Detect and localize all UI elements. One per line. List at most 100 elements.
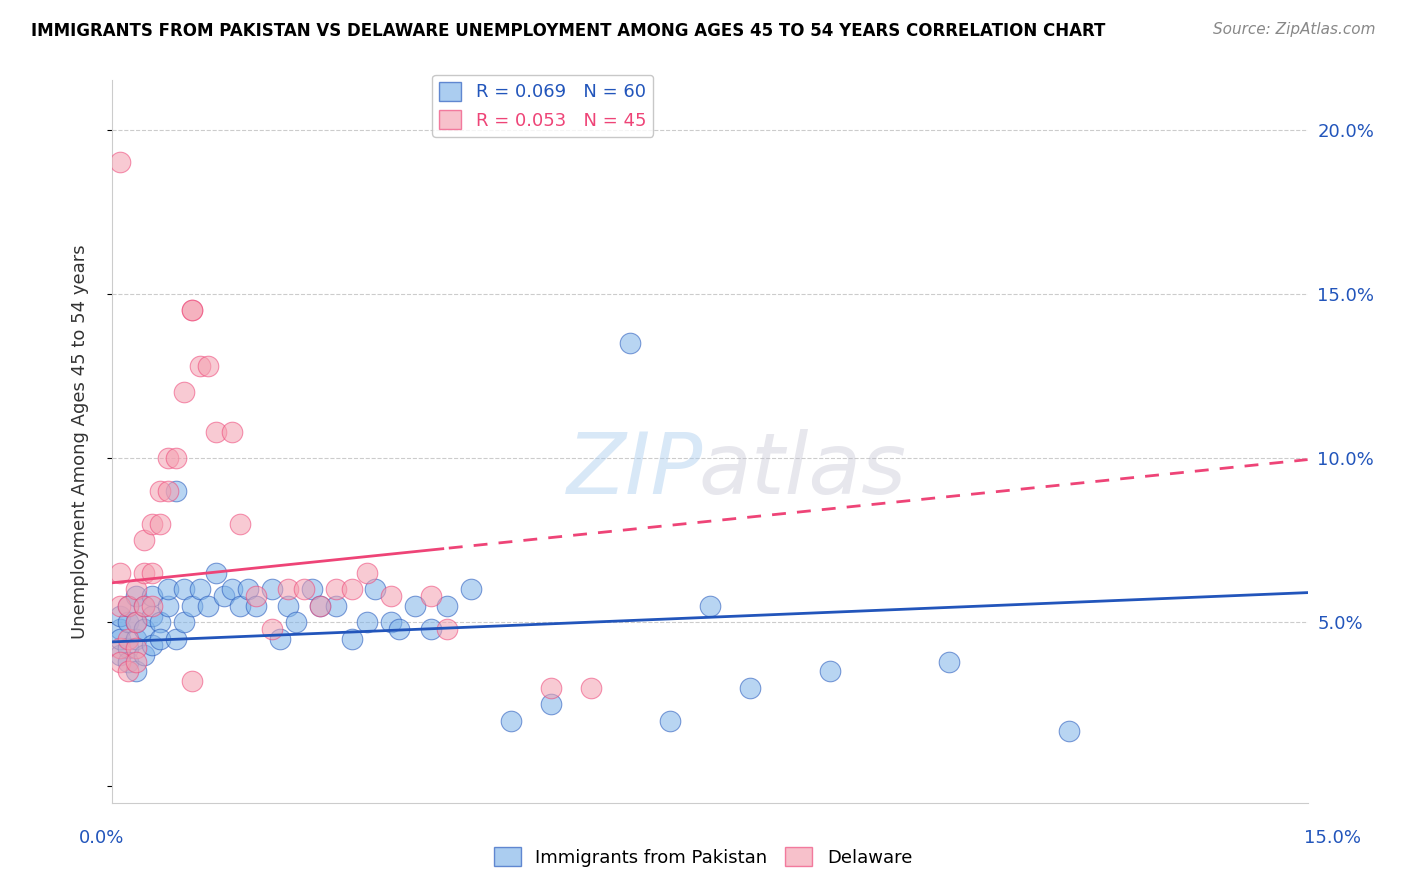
- Point: [197, 359, 219, 373]
- Point: [134, 533, 156, 547]
- Point: [134, 648, 156, 662]
- Point: [181, 303, 204, 318]
- Point: [173, 582, 195, 597]
- Point: [141, 638, 163, 652]
- Point: [134, 599, 156, 613]
- Point: [125, 641, 148, 656]
- Point: [141, 516, 163, 531]
- Point: [149, 615, 172, 630]
- Point: [181, 303, 204, 318]
- Point: [157, 450, 180, 465]
- Point: [818, 665, 841, 679]
- Point: [699, 599, 721, 613]
- Point: [110, 566, 132, 580]
- Point: [436, 622, 458, 636]
- Point: [125, 582, 148, 597]
- Point: [205, 566, 228, 580]
- Point: [212, 589, 235, 603]
- Point: [134, 566, 156, 580]
- Point: [110, 608, 132, 623]
- Point: [141, 608, 163, 623]
- Point: [284, 615, 307, 630]
- Point: [659, 714, 682, 728]
- Point: [460, 582, 482, 597]
- Point: [356, 566, 378, 580]
- Point: [229, 516, 252, 531]
- Point: [110, 641, 132, 656]
- Point: [141, 589, 163, 603]
- Point: [420, 622, 443, 636]
- Point: [117, 599, 139, 613]
- Point: [308, 599, 330, 613]
- Point: [436, 599, 458, 613]
- Point: [125, 615, 148, 630]
- Point: [141, 599, 163, 613]
- Point: [364, 582, 387, 597]
- Point: [388, 622, 411, 636]
- Text: Source: ZipAtlas.com: Source: ZipAtlas.com: [1212, 22, 1375, 37]
- Point: [117, 615, 139, 630]
- Point: [125, 632, 148, 646]
- Point: [579, 681, 602, 695]
- Point: [165, 632, 187, 646]
- Point: [110, 648, 132, 662]
- Point: [308, 599, 330, 613]
- Point: [269, 632, 291, 646]
- Text: atlas: atlas: [699, 429, 905, 512]
- Point: [540, 681, 562, 695]
- Point: [188, 582, 211, 597]
- Point: [157, 582, 180, 597]
- Point: [117, 655, 139, 669]
- Point: [1057, 723, 1080, 738]
- Point: [356, 615, 378, 630]
- Point: [340, 632, 363, 646]
- Point: [125, 615, 148, 630]
- Point: [117, 641, 139, 656]
- Point: [134, 622, 156, 636]
- Point: [229, 599, 252, 613]
- Point: [380, 589, 402, 603]
- Point: [110, 655, 132, 669]
- Point: [181, 674, 204, 689]
- Point: [292, 582, 315, 597]
- Point: [125, 589, 148, 603]
- Point: [221, 425, 243, 439]
- Point: [420, 589, 443, 603]
- Text: 15.0%: 15.0%: [1305, 829, 1361, 847]
- Point: [188, 359, 211, 373]
- Point: [738, 681, 761, 695]
- Point: [149, 516, 172, 531]
- Point: [110, 622, 132, 636]
- Point: [540, 698, 562, 712]
- Legend: Immigrants from Pakistan, Delaware: Immigrants from Pakistan, Delaware: [486, 840, 920, 874]
- Point: [236, 582, 259, 597]
- Point: [221, 582, 243, 597]
- Point: [157, 599, 180, 613]
- Text: 0.0%: 0.0%: [79, 829, 124, 847]
- Point: [404, 599, 426, 613]
- Point: [173, 615, 195, 630]
- Point: [340, 582, 363, 597]
- Point: [260, 622, 283, 636]
- Point: [110, 599, 132, 613]
- Point: [134, 599, 156, 613]
- Point: [499, 714, 522, 728]
- Point: [619, 336, 641, 351]
- Point: [117, 632, 139, 646]
- Point: [938, 655, 960, 669]
- Point: [260, 582, 283, 597]
- Point: [301, 582, 323, 597]
- Point: [141, 566, 163, 580]
- Point: [110, 632, 132, 646]
- Point: [325, 582, 347, 597]
- Point: [205, 425, 228, 439]
- Point: [380, 615, 402, 630]
- Point: [181, 599, 204, 613]
- Point: [125, 655, 148, 669]
- Y-axis label: Unemployment Among Ages 45 to 54 years: Unemployment Among Ages 45 to 54 years: [70, 244, 89, 639]
- Point: [149, 483, 172, 498]
- Point: [157, 483, 180, 498]
- Point: [110, 155, 132, 169]
- Point: [173, 385, 195, 400]
- Text: IMMIGRANTS FROM PAKISTAN VS DELAWARE UNEMPLOYMENT AMONG AGES 45 TO 54 YEARS CORR: IMMIGRANTS FROM PAKISTAN VS DELAWARE UNE…: [31, 22, 1105, 40]
